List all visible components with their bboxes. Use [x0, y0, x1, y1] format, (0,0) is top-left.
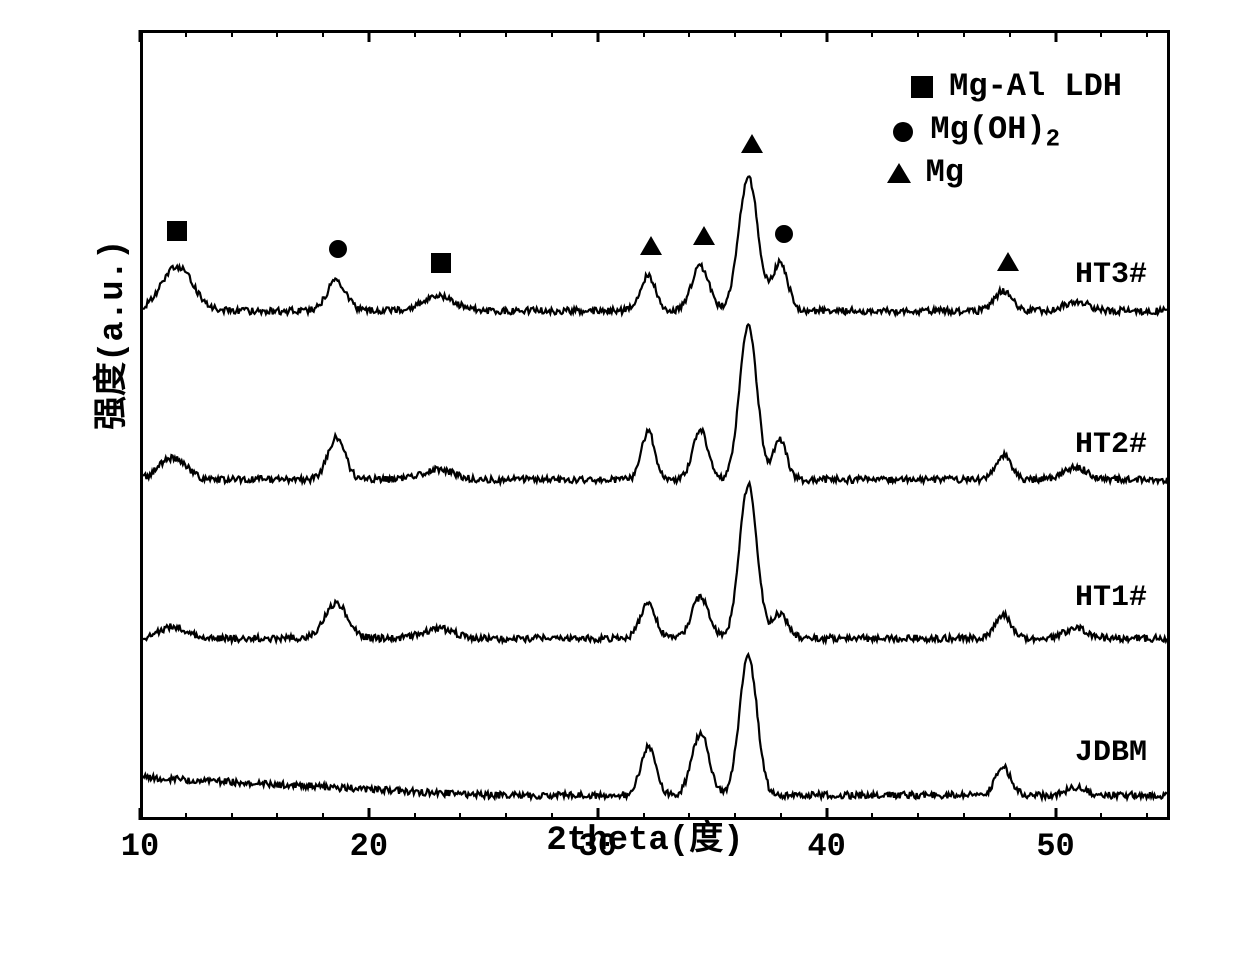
peak-marker-triangle-icon	[640, 236, 662, 255]
square-icon	[909, 74, 935, 100]
x-tick-minor-top	[1146, 30, 1148, 37]
x-tick-minor	[871, 813, 873, 820]
x-tick-minor-top	[734, 30, 736, 37]
legend-item-ldh: Mg-Al LDH	[909, 68, 1122, 105]
x-tick-minor	[322, 813, 324, 820]
peak-marker-square-icon	[167, 221, 187, 241]
trace-label-ht3: HT3#	[1075, 258, 1147, 292]
legend-label: Mg-Al LDH	[949, 68, 1122, 105]
x-tick-minor	[414, 813, 416, 820]
x-tick-minor	[185, 813, 187, 820]
x-tick-label: 20	[350, 828, 388, 865]
x-tick-minor	[505, 813, 507, 820]
x-tick-major	[139, 808, 142, 820]
plot-area: Mg-Al LDH Mg(OH)2 Mg HT3# HT2# HT1# JDBM	[140, 30, 1170, 820]
x-tick-minor	[231, 813, 233, 820]
x-tick-major	[825, 808, 828, 820]
x-tick-minor-top	[322, 30, 324, 37]
x-tick-minor	[917, 813, 919, 820]
peak-marker-square-icon	[431, 253, 451, 273]
peak-marker-triangle-icon	[693, 226, 715, 245]
x-tick-minor-top	[551, 30, 553, 37]
x-tick-minor-top	[505, 30, 507, 37]
peak-marker-triangle-icon	[741, 134, 763, 153]
x-tick-major-top	[139, 30, 142, 42]
peak-marker-circle-icon	[329, 240, 347, 258]
x-tick-label: 10	[121, 828, 159, 865]
trace-label-ht1: HT1#	[1075, 581, 1147, 615]
x-tick-major	[1054, 808, 1057, 820]
x-tick-minor-top	[688, 30, 690, 37]
x-tick-minor-top	[643, 30, 645, 37]
legend-label: Mg	[926, 154, 964, 191]
legend-item-mg: Mg	[886, 154, 964, 191]
x-tick-minor	[1100, 813, 1102, 820]
trace-HT2#	[143, 324, 1167, 483]
x-tick-minor-top	[780, 30, 782, 37]
x-tick-minor	[780, 813, 782, 820]
trace-label-jdbm: JDBM	[1075, 736, 1147, 770]
x-tick-minor-top	[963, 30, 965, 37]
x-tick-major-top	[825, 30, 828, 42]
x-tick-minor	[459, 813, 461, 820]
x-tick-minor-top	[185, 30, 187, 37]
x-tick-label: 40	[807, 828, 845, 865]
x-tick-minor	[276, 813, 278, 820]
x-tick-minor-top	[871, 30, 873, 37]
x-tick-minor	[963, 813, 965, 820]
x-tick-major-top	[367, 30, 370, 42]
x-tick-minor-top	[276, 30, 278, 37]
x-tick-minor-top	[414, 30, 416, 37]
trace-label-ht2: HT2#	[1075, 428, 1147, 462]
x-tick-major-top	[596, 30, 599, 42]
trace-HT1#	[143, 483, 1167, 642]
peak-marker-circle-icon	[775, 225, 793, 243]
x-tick-label: 50	[1036, 828, 1074, 865]
legend-item-mgoh2: Mg(OH)2	[890, 111, 1060, 153]
x-tick-minor-top	[231, 30, 233, 37]
trace-JDBM	[143, 654, 1167, 798]
x-tick-major	[367, 808, 370, 820]
x-tick-minor	[1146, 813, 1148, 820]
circle-icon	[890, 119, 916, 145]
x-tick-minor-top	[1009, 30, 1011, 37]
x-tick-minor-top	[1100, 30, 1102, 37]
triangle-icon	[886, 160, 912, 186]
x-tick-minor-top	[459, 30, 461, 37]
legend-label: Mg(OH)2	[930, 111, 1060, 153]
x-tick-minor-top	[917, 30, 919, 37]
y-axis-label: 强度(a.u.)	[83, 240, 133, 430]
x-tick-major-top	[1054, 30, 1057, 42]
xrd-chart: Mg-Al LDH Mg(OH)2 Mg HT3# HT2# HT1# JDBM…	[90, 20, 1200, 870]
x-axis-label: 2theta(度)	[546, 810, 743, 860]
x-tick-minor	[1009, 813, 1011, 820]
peak-marker-triangle-icon	[997, 252, 1019, 271]
